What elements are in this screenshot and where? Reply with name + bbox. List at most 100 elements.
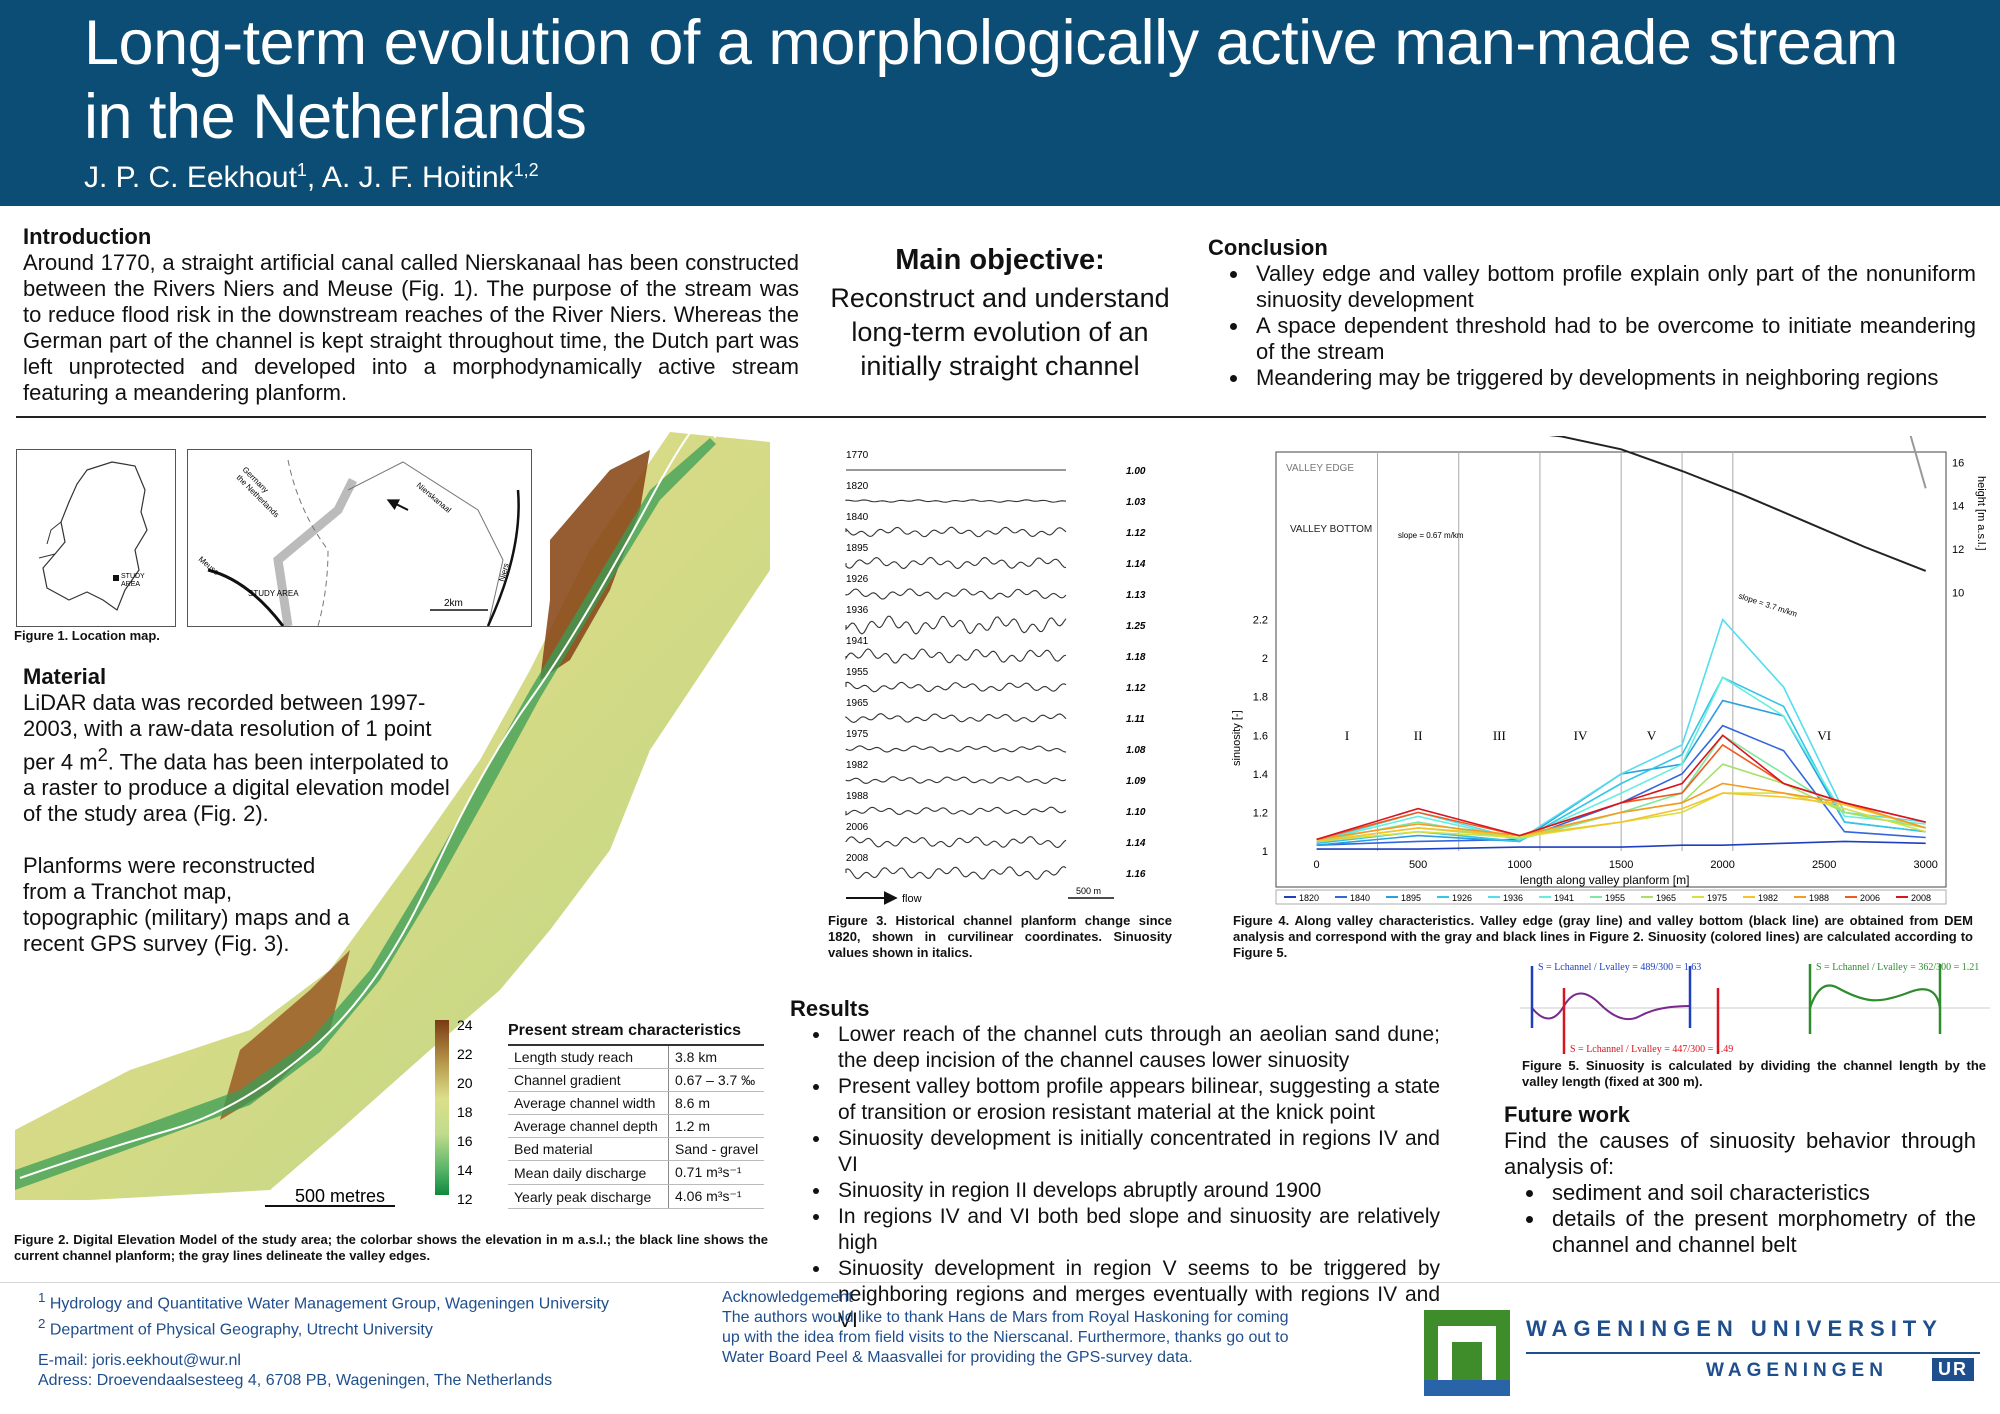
objective-line-1: Reconstruct and understand [830,283,1170,313]
title-line-2: in the Netherlands [84,82,587,152]
planform-line [845,648,1067,664]
label-study-area: STUDY AREA [248,589,299,598]
dem-low-channel-belt [15,438,716,1190]
planform-line [845,866,1067,880]
material-text-1b: . The data has been interpolated to a ra… [23,749,450,827]
introduction-heading: Introduction [23,224,152,249]
legend-label: 1965 [1656,893,1676,903]
colorbar-tick: 14 [457,1162,473,1178]
slope-label-1: slope = 0.67 m/km [1398,531,1464,540]
conclusion-list: Valley edge and valley bottom profile ex… [1208,261,1976,391]
university-logo: WAGENINGEN UNIVERSITY WAGENINGEN UR [1424,1308,1984,1400]
table-key: Average channel depth [508,1114,669,1138]
planform-sinuosity: 1.10 [1126,807,1146,818]
planform-sinuosity: 1.12 [1126,683,1146,694]
legend-label: 1982 [1758,893,1778,903]
logo-university-name: WAGENINGEN UNIVERSITY [1526,1316,1943,1341]
table-value: 4.06 m³s⁻¹ [668,1184,765,1209]
planform-line [845,713,1067,723]
author-2: , A. J. F. Hoitink [306,161,514,194]
results-item: Sinuosity in region II develops abruptly… [832,1178,1440,1204]
future-work-list: sediment and soil characteristics detail… [1504,1180,1976,1258]
affiliation-1: 1 Hydrology and Quantitative Water Manag… [38,1288,698,1314]
table-key: Length study reach [508,1045,669,1069]
table-key: Bed material [508,1137,669,1161]
region-label: VI [1817,728,1831,743]
dem-current-channel [19,430,717,1179]
table-value: 1.2 m [668,1114,765,1138]
table-key: Channel gradient [508,1068,669,1092]
conclusion-heading: Conclusion [1208,235,1328,260]
chart-frame [1275,451,1947,888]
sinuosity-chart: I II III IV V VI 0 500 1000 1500 2000 2500 300011.2… [1231,436,1987,905]
sinuosity-equation-3: S = Lchannel / Lvalley = 362/300 = 1.21 [1816,962,1979,973]
valley-bottom-label: VALLEY BOTTOM [1290,524,1372,535]
logo-mark-icon [1424,1310,1510,1396]
planform-line [845,776,1067,785]
figure3-caption: Figure 3. Historical channel planform ch… [828,913,1172,960]
valley-edge-line [1909,436,1927,489]
acknowledgement: Acknowledgement The authors would like t… [722,1288,1292,1368]
planform-year: 2008 [846,853,869,864]
future-work-heading: Future work [1504,1102,1630,1127]
colorbar-tick: 20 [457,1075,473,1091]
legend-label: 1820 [1299,893,1319,903]
x-tick-label: 1500 [1609,859,1633,871]
planform-year: 1941 [846,636,869,647]
author-line: J. P. C. Eekhout1, A. J. F. Hoitink1,2 [84,160,539,195]
channel-segment-3 [1808,984,1942,1009]
x-tick-label: 500 [1409,859,1427,871]
y2-tick-label: 12 [1952,544,1964,556]
author-2-affiliation: 1,2 [513,160,539,180]
planform-year: 1895 [846,543,869,554]
sinuosity-equation-2: S = Lchannel / Lvalley = 447/300 = 1.49 [1570,1044,1733,1055]
logo-wageningen: WAGENINGEN [1706,1360,1888,1381]
planform-sinuosity: 1.00 [1126,466,1146,477]
sinuosity-method-figure: S = Lchannel / Lvalley = 489/300 = 1.63 … [1520,962,1990,1055]
figure4-caption: Figure 4. Along valley characteristics. … [1233,913,1973,960]
dem-high-ground [220,950,350,1120]
planform-line [845,681,1067,693]
planform-year: 1975 [846,729,869,740]
y-tick-label: 2 [1262,653,1268,665]
height-lines [1548,436,1927,572]
future-work-item: sediment and soil characteristics [1546,1180,1976,1206]
valley-bottom-line [1548,436,1927,572]
y2-tick-label: 14 [1952,501,1964,513]
planform-year: 1988 [846,791,869,802]
legend-label: 2006 [1860,893,1880,903]
planform-sinuosity: 1.03 [1126,497,1146,508]
planform-sinuosity: 1.08 [1126,745,1146,756]
table-value: 0.71 m³s⁻¹ [668,1160,765,1185]
planform-line [845,806,1067,816]
study-label-a: STUDY [121,573,145,580]
legend-label: 1975 [1707,893,1727,903]
section-divider [16,416,1986,418]
footer-divider [0,1282,2000,1283]
future-work-text: Find the causes of sinuosity behavior th… [1504,1128,1976,1179]
planform-line [845,526,1067,538]
contact-email[interactable]: E-mail: joris.eekhout@wur.nl [38,1351,241,1369]
author-1-affiliation: 1 [296,160,307,180]
map-scale-label: 2km [444,598,463,609]
results-item: Sinuosity development is initially conce… [832,1126,1440,1178]
planform-year: 1926 [846,574,869,585]
table-row: Length study reach 3.8 km [508,1045,765,1069]
figure5-caption: Figure 5. Sinuosity is calculated by div… [1522,1058,1986,1089]
results-heading: Results [790,996,870,1021]
sinuosity-line-1982 [1316,792,1926,843]
sinuosity-line-2008 [1316,734,1926,841]
title-line-1: Long-term evolution of a morphologically… [84,8,1898,78]
sinuosity-series [1316,618,1926,850]
table-row: Average channel width 8.6 m [508,1091,765,1115]
stream-table: Present stream characteristics Length st… [508,1020,765,1209]
conclusion-item: Meandering may be triggered by developme… [1250,365,1976,391]
table-row: Bed material Sand - gravel [508,1137,765,1161]
figure2-caption: Figure 2. Digital Elevation Model of the… [14,1232,768,1263]
valley-edge-label: VALLEY EDGE [1286,463,1354,474]
introduction-section: Introduction Around 1770, a straight art… [23,224,799,406]
affiliation-2-text: Department of Physical Geography, Utrech… [49,1321,433,1339]
table-key: Average channel width [508,1091,669,1115]
introduction-text: Around 1770, a straight artificial canal… [23,250,799,405]
planform-line [845,556,1067,570]
